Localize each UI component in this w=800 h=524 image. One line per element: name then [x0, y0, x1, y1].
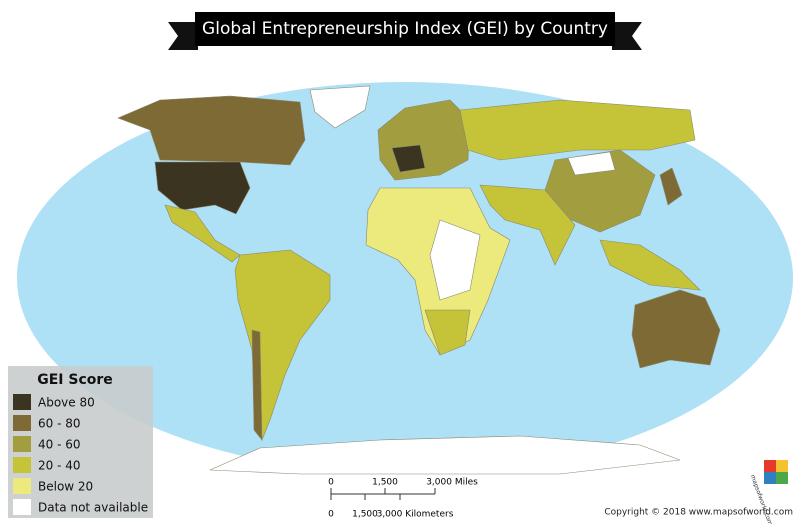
- copyright: Copyright © 2018 www.mapsofworld.com: [604, 508, 793, 518]
- legend-label: Data not available: [38, 501, 148, 515]
- legend-swatch: [13, 415, 31, 431]
- legend-title: GEI Score: [37, 372, 113, 388]
- legend-swatch: [13, 457, 31, 473]
- banner: [195, 12, 615, 46]
- mongolia: [567, 151, 616, 176]
- australia: [631, 289, 721, 369]
- mexico: [164, 204, 241, 263]
- middle-east-india: [479, 184, 576, 266]
- antarctica: [209, 435, 681, 475]
- scale-bar: [330, 488, 436, 500]
- scale-label: 3,000 Miles: [426, 478, 478, 488]
- greenland: [309, 85, 371, 129]
- legend-items: Above 80 60 - 80 40 - 60 20 - 40 Below 20 Dat…: [13, 394, 148, 515]
- usa: [154, 161, 251, 215]
- title: Global Entrepreneurship Index (GEI) by C…: [202, 19, 608, 39]
- legend-label: Below 20: [38, 480, 93, 494]
- scale-label: 0: [328, 510, 334, 520]
- southeast-asia: [599, 239, 701, 291]
- scale-label: 0: [328, 478, 334, 488]
- japan-korea: [659, 167, 683, 206]
- legend-swatch: [13, 436, 31, 452]
- legend-label: Above 80: [38, 396, 95, 410]
- legend-swatch: [13, 499, 31, 515]
- scale-label: 3,000 Kilometers: [377, 510, 454, 520]
- legend-swatch: [13, 394, 31, 410]
- central-africa: [429, 219, 481, 301]
- legend-label: 20 - 40: [38, 459, 81, 473]
- southern-africa: [424, 309, 471, 356]
- legend-label: 60 - 80: [38, 417, 81, 431]
- legend-swatch: [13, 478, 31, 494]
- scale-label: 1,500: [352, 510, 378, 520]
- russia: [459, 99, 696, 161]
- scale-label: 1,500: [372, 478, 398, 488]
- canada: [117, 95, 306, 166]
- legend-label: 40 - 60: [38, 438, 81, 452]
- western-europe: [391, 144, 426, 173]
- land: [117, 85, 721, 475]
- chile: [251, 329, 263, 441]
- legend-box: [8, 366, 153, 518]
